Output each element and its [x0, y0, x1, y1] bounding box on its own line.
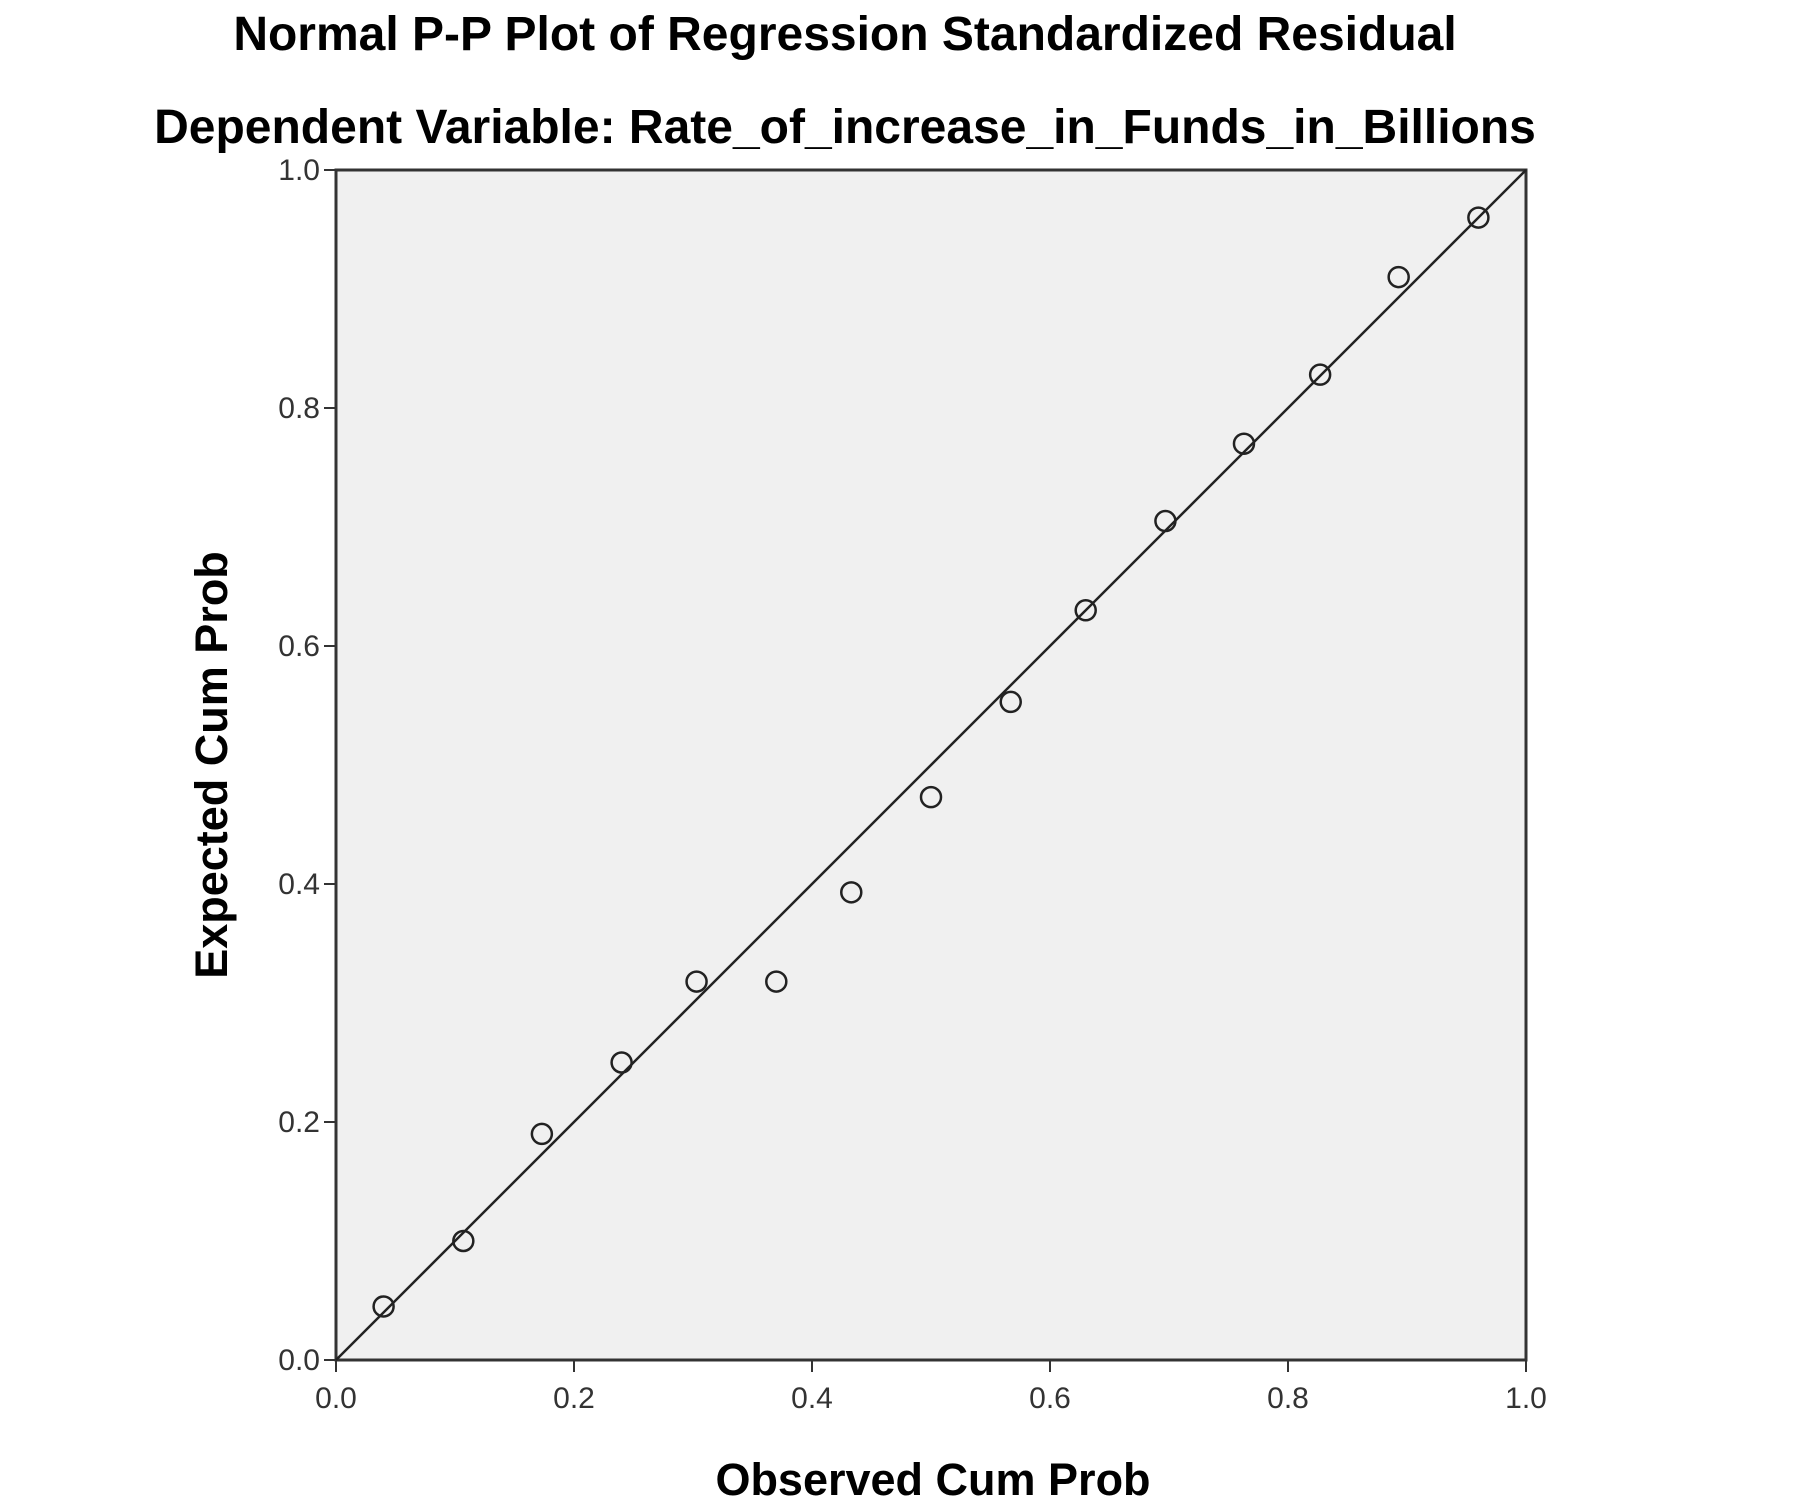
data-point	[452, 1229, 475, 1253]
data-point	[765, 970, 788, 993]
x-tick-label: 0.4	[791, 1382, 833, 1415]
data-point	[1074, 599, 1097, 622]
chart-title: Normal P-P Plot of Regression Standardiz…	[233, 8, 1456, 61]
data-point	[1154, 509, 1177, 533]
y-axis-label: Expected Cum Prob	[186, 551, 237, 979]
data-point	[1232, 432, 1256, 455]
y-tick-label: 0.0	[278, 1344, 320, 1377]
data-point	[1467, 206, 1490, 229]
data-points	[372, 206, 1490, 1318]
y-tick-label: 0.4	[278, 868, 320, 901]
data-point	[530, 1122, 554, 1146]
data-point	[999, 690, 1022, 714]
data-point	[372, 1295, 395, 1318]
x-axis-ticks: 0.0 0.2 0.4 0.6 0.8 1.0	[315, 1360, 1547, 1415]
data-point	[919, 785, 943, 809]
x-tick-label: 0.8	[1267, 1382, 1309, 1415]
y-tick-label: 0.8	[278, 392, 320, 425]
x-axis-label: Observed Cum Prob	[715, 1454, 1150, 1502]
x-tick-label: 0.2	[553, 1382, 595, 1415]
y-axis-ticks: 0.0 0.2 0.4 0.6 0.8 1.0	[278, 154, 336, 1377]
y-tick-label: 1.0	[278, 154, 320, 187]
data-point	[610, 1051, 633, 1074]
y-tick-label: 0.2	[278, 1106, 320, 1139]
data-point	[840, 881, 863, 904]
x-tick-label: 0.6	[1029, 1382, 1071, 1415]
data-point	[1387, 265, 1410, 289]
data-point	[685, 970, 708, 993]
chart-subtitle: Dependent Variable: Rate_of_increase_in_…	[154, 101, 1536, 154]
x-tick-label: 0.0	[315, 1382, 357, 1415]
y-tick-label: 0.6	[278, 630, 320, 663]
x-tick-label: 1.0	[1505, 1382, 1547, 1415]
data-point	[1308, 363, 1332, 386]
